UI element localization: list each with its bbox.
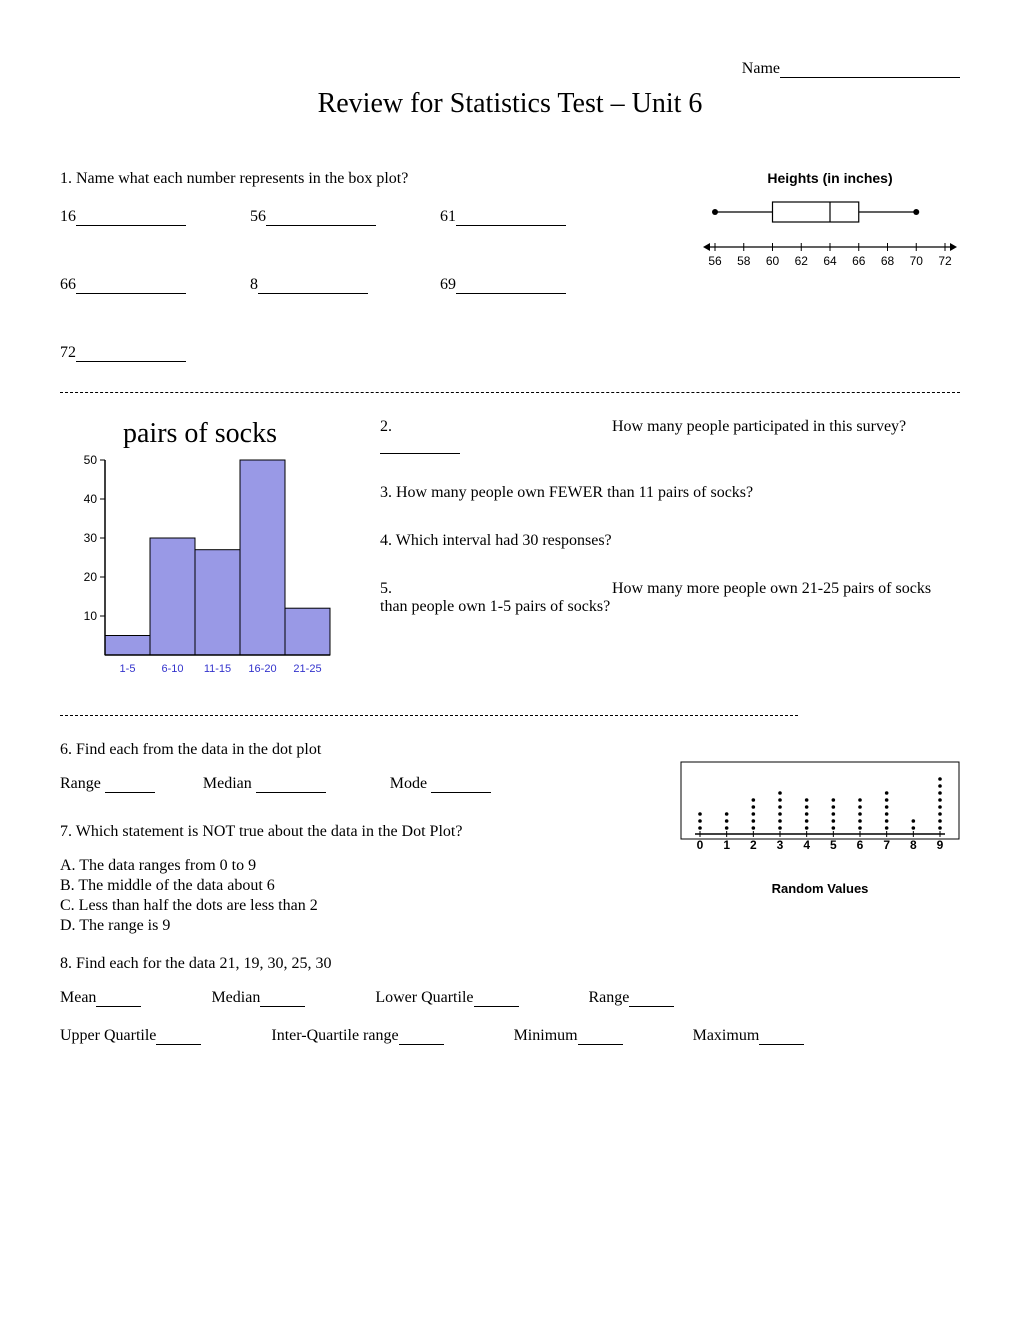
svg-text:62: 62	[795, 254, 809, 268]
q1-value-blank[interactable]: 66	[60, 276, 200, 294]
svg-text:1-5: 1-5	[120, 663, 136, 675]
q2-blank[interactable]	[380, 453, 460, 454]
svg-text:10: 10	[84, 609, 98, 623]
svg-text:70: 70	[910, 254, 924, 268]
question-4: 4. Which interval had 30 responses?	[380, 532, 960, 550]
q1-value-blank[interactable]: 16	[60, 208, 200, 226]
q8-blank[interactable]: Range	[589, 989, 675, 1007]
q7-choice: D. The range is 9	[60, 917, 960, 935]
q1-value-blank[interactable]: 8	[250, 276, 390, 294]
svg-text:16-20: 16-20	[248, 663, 276, 675]
q1-value-blank[interactable]: 56	[250, 208, 390, 226]
dotplot: 0 1 2 3 4 5 6 7 8 9 Random Values	[680, 761, 960, 896]
median-blank[interactable]	[256, 792, 326, 793]
question-3: 3. How many people own FEWER than 11 pai…	[380, 484, 960, 502]
svg-text:68: 68	[881, 254, 895, 268]
q8-blank[interactable]: Maximum	[693, 1027, 805, 1045]
q8-blank[interactable]: Lower Quartile	[375, 989, 518, 1007]
svg-text:1: 1	[723, 838, 730, 852]
name-field: Name	[60, 60, 960, 78]
q1-value-blank[interactable]: 69	[440, 276, 580, 294]
q8-blank[interactable]: Inter-Quartile range	[271, 1027, 443, 1045]
q8-row2: Upper Quartile Inter-Quartile range Minimu…	[60, 1027, 960, 1045]
q7-choice: C. Less than half the dots are less than…	[60, 897, 960, 915]
svg-text:30: 30	[84, 531, 98, 545]
svg-text:5: 5	[830, 838, 837, 852]
boxplot-chart: 56 58 60 62 64 66 68 70 72	[700, 192, 960, 272]
q8-prompt: 8. Find each for the data 21, 19, 30, 25…	[60, 955, 960, 973]
boxplot: Heights (in inches) 56 58 60 62 64 66 68 70 72	[700, 170, 960, 362]
svg-text:21-25: 21-25	[293, 663, 321, 675]
range-blank[interactable]	[105, 792, 155, 793]
svg-text:58: 58	[737, 254, 751, 268]
name-blank[interactable]	[780, 77, 960, 78]
svg-text:64: 64	[823, 254, 837, 268]
svg-text:7: 7	[883, 838, 890, 852]
svg-text:2: 2	[750, 838, 757, 852]
svg-text:9: 9	[937, 838, 944, 852]
histogram-chart: 10 20 30 40 50 1-5 6-10 11-15 16-20 21-25	[60, 450, 340, 680]
name-label: Name	[742, 60, 780, 77]
svg-text:56: 56	[708, 254, 722, 268]
q1-prompt: 1. Name what each number represents in t…	[60, 170, 690, 188]
question-1: 1. Name what each number represents in t…	[60, 170, 960, 362]
svg-text:6: 6	[857, 838, 864, 852]
svg-text:40: 40	[84, 492, 98, 506]
mode-blank[interactable]	[431, 792, 491, 793]
svg-text:11-15: 11-15	[204, 663, 231, 675]
svg-text:3: 3	[777, 838, 784, 852]
svg-text:6-10: 6-10	[161, 663, 183, 675]
page-title: Review for Statistics Test – Unit 6	[60, 88, 960, 120]
divider	[60, 392, 960, 393]
q8-row1: Mean Median Lower Quartile Range	[60, 989, 960, 1007]
svg-text:50: 50	[84, 453, 98, 467]
q1-value-blank[interactable]: 61	[440, 208, 580, 226]
svg-text:0: 0	[697, 838, 704, 852]
q1-answer-blanks: 16 56 61 66 8 69 72	[60, 208, 690, 362]
histogram-title: pairs of socks	[60, 418, 340, 450]
svg-text:66: 66	[852, 254, 866, 268]
q8-blank[interactable]: Minimum	[514, 1027, 623, 1045]
svg-text:72: 72	[938, 254, 952, 268]
dotplot-chart: 0 1 2 3 4 5 6 7 8 9	[680, 761, 960, 871]
q1-value-blank[interactable]: 72	[60, 344, 200, 362]
q8-blank[interactable]: Mean	[60, 989, 141, 1007]
svg-text:8: 8	[910, 838, 917, 852]
svg-text:4: 4	[803, 838, 810, 852]
question-5: 5. How many more people own 21-25 pairs …	[380, 580, 960, 616]
question-2: 2. How many people participated in this …	[380, 418, 960, 454]
q6-prompt: 6. Find each from the data in the dot pl…	[60, 741, 960, 759]
svg-text:20: 20	[84, 570, 98, 584]
dotplot-section: 6. Find each from the data in the dot pl…	[60, 741, 960, 1045]
dotplot-title: Random Values	[680, 881, 960, 896]
divider-2	[60, 715, 798, 716]
q8-blank[interactable]: Upper Quartile	[60, 1027, 201, 1045]
svg-text:60: 60	[766, 254, 780, 268]
q8-blank[interactable]: Median	[211, 989, 305, 1007]
histogram-section: pairs of socks 10 20 30 40 50 1-5 6-10 11-15 16-…	[60, 418, 960, 685]
boxplot-title: Heights (in inches)	[700, 170, 960, 186]
